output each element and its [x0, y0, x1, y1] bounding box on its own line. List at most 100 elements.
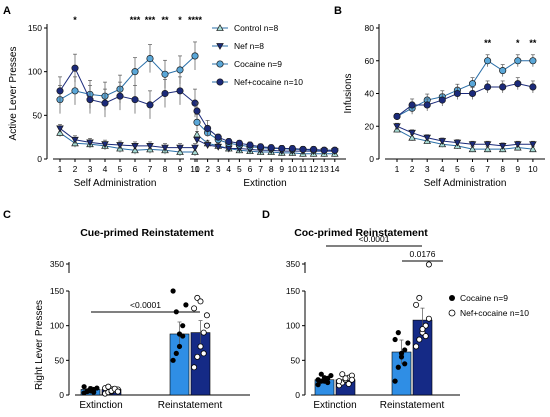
data-point-b [393, 123, 401, 131]
data-point-a [56, 87, 64, 95]
legend-label-a: Nef+cocaine n=10 [234, 77, 303, 87]
x-tick-label-a: 11 [299, 164, 308, 174]
dot-d [325, 375, 331, 381]
data-point-b [468, 89, 477, 98]
data-point-a [257, 143, 265, 151]
panel-c-chart: Cue-primed Reinstatement 0 50 100 150 350 Righ… [34, 227, 250, 411]
data-point-b [514, 57, 522, 65]
series-line-b [396, 125, 533, 147]
data-point-a [225, 137, 233, 146]
data-point-a [176, 144, 184, 152]
dot-c [94, 385, 100, 391]
significance-marker-a: *** [130, 15, 141, 25]
data-point-a [191, 52, 199, 60]
data-point-a [235, 139, 243, 147]
series-line-a [59, 55, 196, 101]
x-tick-label-a: 5 [118, 164, 123, 174]
comparison-label-c: <0.0001 [130, 300, 161, 310]
data-point-a [193, 118, 201, 126]
legend-marker-a [216, 78, 224, 86]
dot-d [392, 378, 398, 384]
y-tick-label-c: 0 [59, 390, 64, 400]
data-point-a [116, 92, 124, 100]
data-point-a [101, 141, 109, 149]
data-point-a [56, 125, 64, 133]
panel-d-chart: Coc-primed Reinstatement 0 50 100 150 350 Exti… [286, 227, 529, 411]
dot-c [200, 350, 207, 357]
panel-letter-b: B [334, 5, 342, 17]
series-line-a [59, 132, 195, 153]
x-tick-label-a: 10 [190, 164, 200, 174]
dot-d [419, 326, 426, 333]
legend-marker-a [216, 60, 224, 68]
data-point-a [278, 144, 286, 153]
data-point-b [453, 89, 461, 98]
data-point-b [423, 134, 431, 142]
dot-c [203, 312, 210, 319]
dot-c [114, 388, 121, 395]
x-tick-label-b: 10 [528, 164, 538, 174]
y-tick-label-d: 150 [286, 286, 300, 296]
data-point-a [214, 133, 222, 141]
x-tick-label-a: 8 [163, 164, 168, 174]
legend-label-d: Cocaine n=9 [460, 293, 508, 303]
x-tick-label-a: 4 [226, 164, 231, 174]
data-point-a [288, 144, 296, 153]
x-tick-label-a: 7 [258, 164, 263, 174]
data-point-a [131, 68, 139, 76]
dot-c [197, 298, 204, 305]
data-point-a [204, 124, 212, 132]
x-category-label-c: Extinction [79, 400, 122, 411]
x-tick-label-a: 14 [330, 164, 340, 174]
data-point-b [499, 67, 507, 75]
data-point-b [483, 145, 492, 153]
y-tick-label-c: 100 [50, 321, 64, 331]
legend-marker-d [449, 295, 455, 301]
x-category-label-d: Extinction [313, 400, 356, 411]
data-point-b [438, 138, 447, 145]
dot-c [91, 389, 97, 395]
data-point-a [71, 136, 79, 144]
y-tick-label-a: 0 [37, 154, 42, 164]
data-point-a [176, 148, 184, 155]
x-tick-label-a: 2 [205, 164, 210, 174]
dot-d [342, 375, 349, 382]
data-point-a [161, 89, 169, 98]
x-category-label-c: Reinstatement [158, 400, 223, 411]
data-point-a [267, 144, 275, 152]
panel-b-chart: 0 20 40 60 80 Infusions 1 2 3 4 5 6 7 8 9 10 Self Admini… [343, 23, 545, 189]
chart-title-c: Cue-primed Reinstatement [80, 227, 214, 239]
y-tick-label-c: 50 [55, 355, 65, 365]
dot-c [87, 386, 94, 392]
x-tick-label-b: 4 [440, 164, 445, 174]
dot-c [183, 302, 189, 308]
dot-c [173, 350, 179, 356]
data-point-a [331, 146, 339, 154]
data-point-b [468, 80, 477, 88]
dot-d [315, 382, 321, 388]
data-point-b [393, 112, 401, 120]
data-point-a [310, 145, 318, 153]
data-point-b [484, 57, 492, 65]
data-point-b [514, 80, 522, 88]
legend-marker-a [216, 24, 224, 31]
data-point-b [438, 96, 446, 104]
data-point-a [71, 64, 79, 72]
series-line-b [396, 129, 533, 150]
dot-c [170, 357, 176, 363]
x-tick-label-a: 6 [248, 164, 253, 174]
x-tick-label-a: 1 [195, 164, 200, 174]
x-tick-label-a: 3 [88, 164, 93, 174]
dot-d [395, 364, 401, 370]
data-point-b [484, 83, 492, 91]
dot-c [200, 329, 207, 336]
x-axis-title-a-selfadmin: Self Administration [74, 178, 157, 189]
x-tick-label-b: 9 [515, 164, 520, 174]
data-point-b [423, 101, 431, 109]
data-point-b [529, 141, 537, 149]
x-tick-label-a: 10 [288, 164, 298, 174]
y-tick-label-d: 100 [286, 321, 300, 331]
dot-d [345, 380, 352, 387]
y-tick-label-b: 60 [365, 56, 375, 66]
panel-letter-d: D [262, 209, 270, 221]
